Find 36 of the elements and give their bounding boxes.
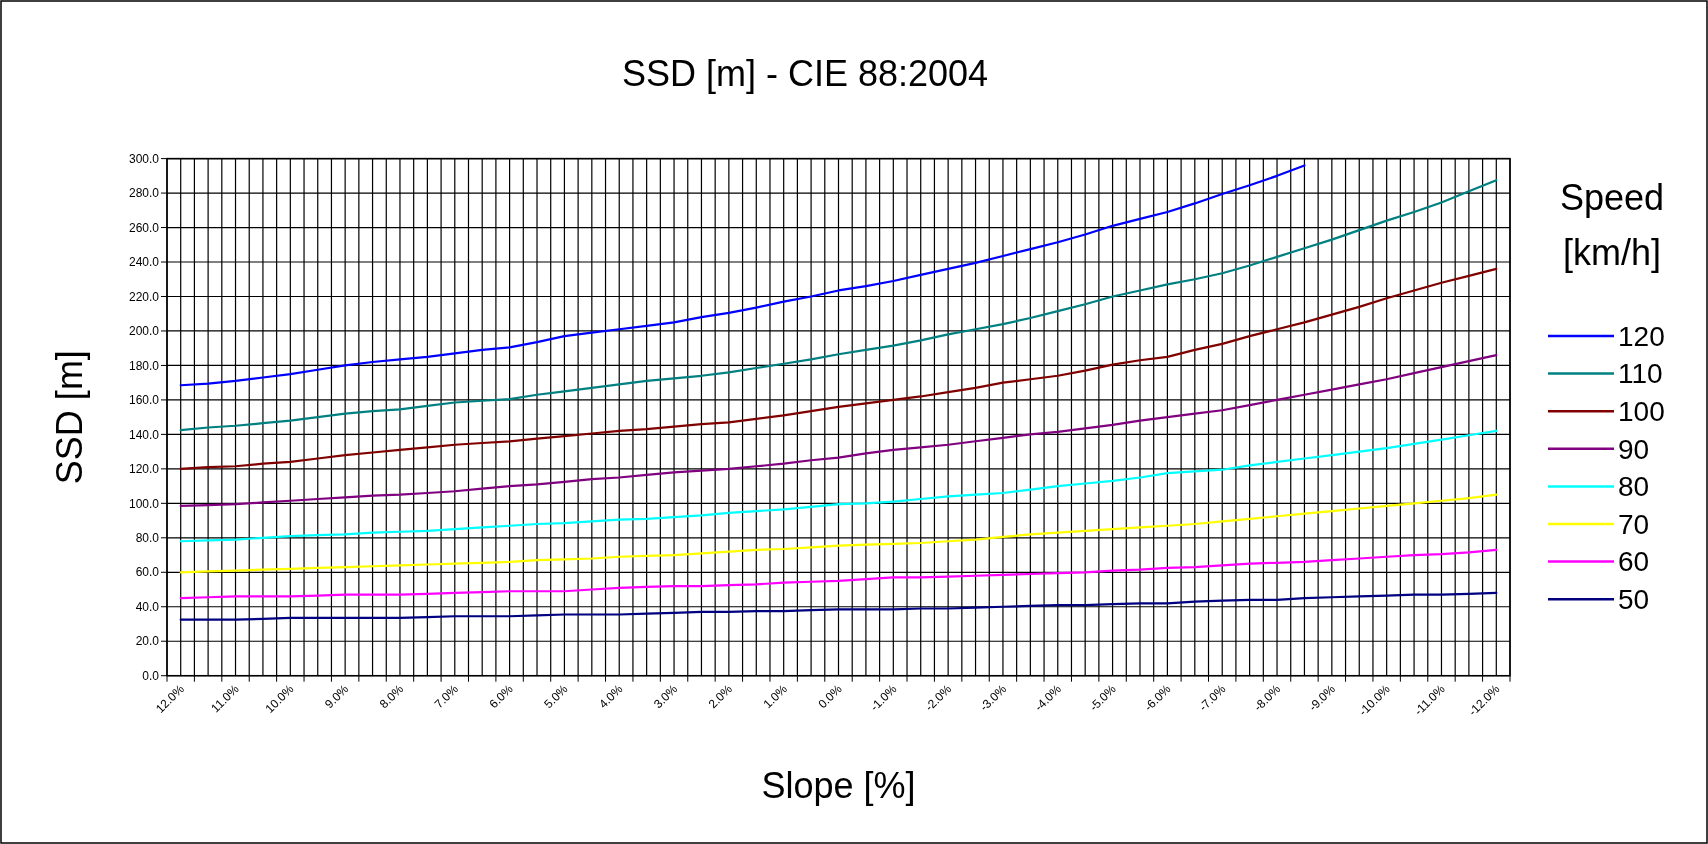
y-tick-label: 60.0 <box>135 565 160 580</box>
legend-label: 90 <box>1618 433 1650 465</box>
legend-label: 80 <box>1618 471 1650 503</box>
legend-label: 100 <box>1618 396 1665 427</box>
y-tick-label: 240.0 <box>128 255 160 270</box>
y-tick-label: 140.0 <box>128 427 160 442</box>
legend-label: 50 <box>1618 584 1650 615</box>
line-series <box>179 179 1498 432</box>
y-tick-label: 100.0 <box>128 496 160 511</box>
y-tick-label: 0.0 <box>142 668 160 683</box>
y-tick-label: 280.0 <box>128 186 160 201</box>
y-tick-label: 160.0 <box>128 393 160 408</box>
legend-title: Speed [km/h] <box>1559 177 1665 273</box>
y-tick-label: 300.0 <box>128 151 160 166</box>
y-tick-label: 20.0 <box>135 634 160 649</box>
legend-label: 60 <box>1618 546 1650 578</box>
line-series <box>179 493 1498 574</box>
legend-label: 70 <box>1618 508 1650 540</box>
chart-title: SSD [m] - CIE 88:2004 <box>621 53 989 94</box>
line-series <box>179 548 1498 600</box>
y-tick-label: 200.0 <box>128 324 160 339</box>
y-tick-label: 120.0 <box>128 462 160 477</box>
y-tick-label: 220.0 <box>128 289 160 304</box>
legend-label: 110 <box>1618 358 1663 390</box>
line-series <box>179 591 1498 621</box>
y-tick-label: 260.0 <box>128 220 160 235</box>
y-axis-title: SSD [m] <box>49 350 90 485</box>
line-series <box>179 267 1498 470</box>
line-series <box>179 354 1498 508</box>
y-tick-label: 180.0 <box>128 358 160 373</box>
y-tick-label: 80.0 <box>135 531 160 546</box>
line-series <box>179 164 1306 387</box>
y-tick-label: 40.0 <box>135 599 160 614</box>
x-axis-title: Slope [%] <box>761 765 916 806</box>
legend-label: 120 <box>1618 320 1665 352</box>
line-series <box>179 429 1498 543</box>
